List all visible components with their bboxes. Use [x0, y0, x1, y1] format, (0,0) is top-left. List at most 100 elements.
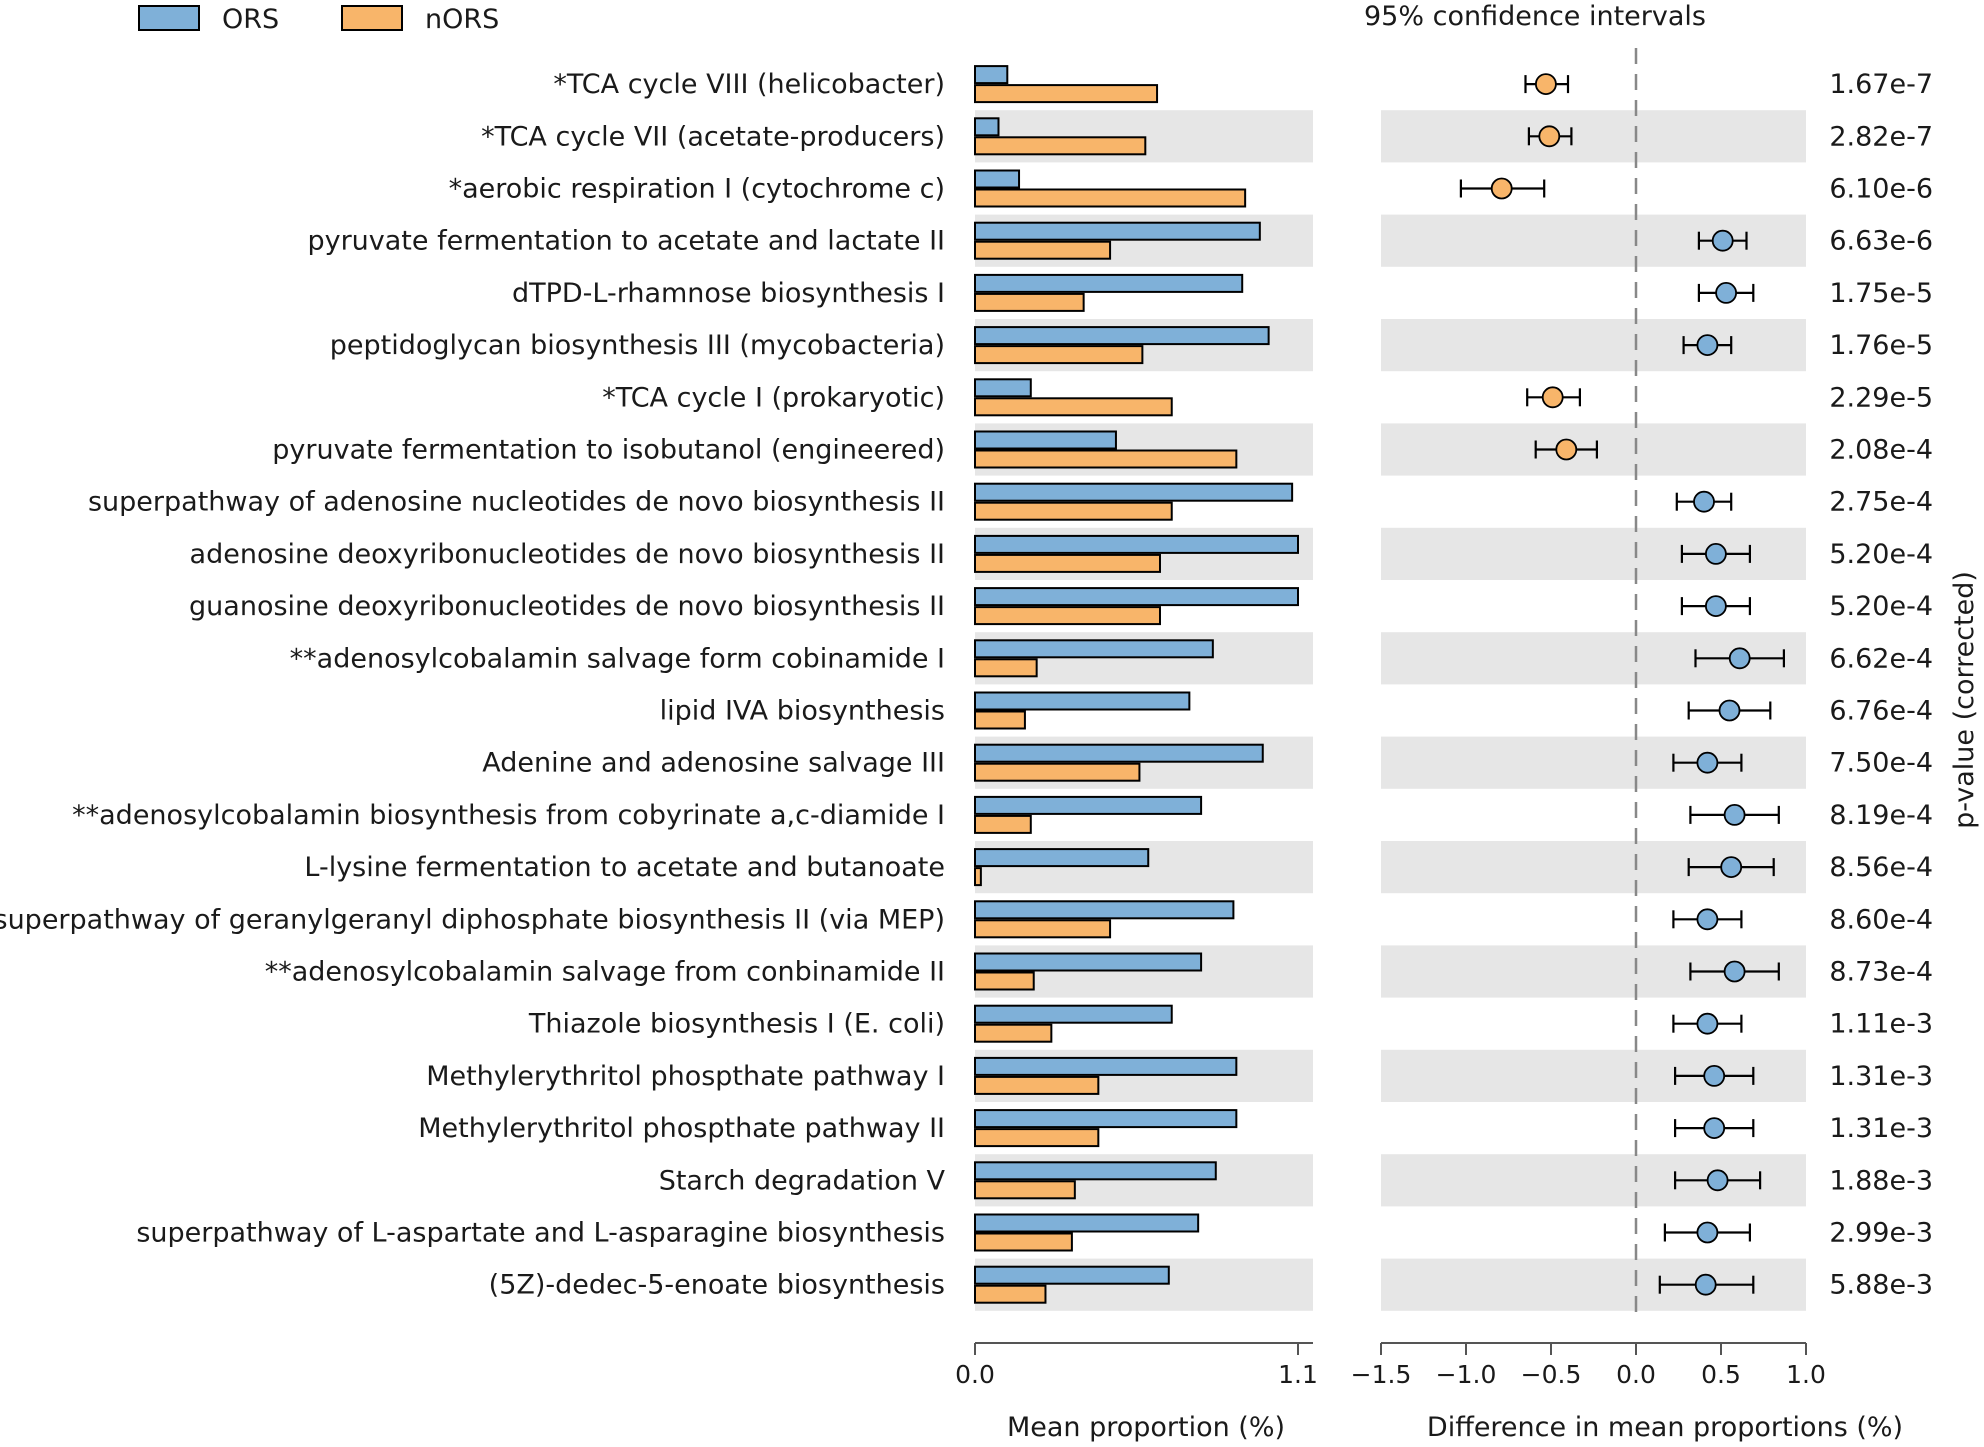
bar-nors [974, 553, 1161, 573]
category-label: Adenine and adenosine salvage III [482, 748, 945, 779]
p-value: 5.20e-4 [1829, 539, 1933, 570]
bar-nors [974, 762, 1141, 782]
right-tick-label: 1.0 [1786, 1360, 1826, 1389]
bar-nors [974, 1075, 1100, 1095]
bar-nors [974, 240, 1112, 260]
bar-nors [974, 397, 1173, 417]
category-label: pyruvate fermentation to acetate and lac… [307, 226, 945, 257]
row-stripe-right [1381, 110, 1806, 163]
category-label: **adenosylcobalamin salvage form cobinam… [290, 643, 945, 674]
legend-label-ors: ORS [222, 4, 279, 35]
left-x-axis-label: Mean proportion (%) [1007, 1412, 1285, 1443]
p-value: 2.82e-7 [1829, 121, 1933, 152]
bar-nors [974, 292, 1085, 312]
ci-mean-point [1538, 125, 1561, 148]
category-label: *TCA cycle I (prokaryotic) [602, 382, 945, 413]
ci-mean-point [1703, 1117, 1726, 1139]
p-value: 1.75e-5 [1829, 278, 1933, 309]
ci-mean-point [1703, 1065, 1726, 1087]
p-value: 5.88e-3 [1829, 1270, 1933, 1301]
ci-mean-point [1706, 1169, 1729, 1192]
category-label: *aerobic respiration I (cytochrome c) [449, 174, 945, 205]
ci-mean-point [1705, 595, 1727, 617]
bar-ors [974, 743, 1264, 763]
bar-nors [974, 1023, 1053, 1043]
left-tick-label: 1.1 [1278, 1360, 1318, 1389]
bar-ors [974, 848, 1150, 868]
bars [974, 65, 1299, 1304]
bar-nors [974, 1128, 1100, 1148]
p-value: 8.56e-4 [1829, 852, 1933, 883]
category-label: superpathway of adenosine nucleotides de… [88, 487, 945, 518]
category-label: adenosine deoxyribonucleotides de novo b… [190, 539, 945, 570]
category-label: guanosine deoxyribonucleotides de novo b… [189, 591, 945, 622]
bar-nors [974, 1232, 1073, 1252]
bar-ors [974, 534, 1299, 554]
bar-ors [974, 169, 1021, 189]
category-labels: *TCA cycle VIII (helicobacter) *TCA cycle… [0, 69, 946, 1301]
bar-ors [974, 65, 1009, 85]
right-tick-label: −1.0 [1436, 1360, 1497, 1389]
legend-label-nors: nORS [425, 4, 499, 35]
ci-mean-point [1693, 490, 1715, 513]
p-value: 1.11e-3 [1829, 1009, 1933, 1040]
right-tick-label: −1.5 [1351, 1360, 1412, 1389]
bar-ors [974, 1161, 1217, 1181]
ci-mean-point [1696, 751, 1719, 774]
bar-nors [974, 136, 1147, 156]
bar-nors [974, 710, 1026, 730]
p-value: 6.76e-4 [1829, 696, 1933, 727]
ci-mean-point [1723, 960, 1746, 983]
right-tick-label: 0.5 [1701, 1360, 1741, 1389]
ci-mean-point [1696, 908, 1719, 931]
bar-ors [974, 326, 1270, 346]
bar-nors [974, 1284, 1047, 1304]
bar-nors [974, 971, 1035, 991]
p-value: 8.73e-4 [1829, 957, 1933, 988]
ci-mean-point [1535, 73, 1557, 95]
category-label: lipid IVA biosynthesis [660, 696, 945, 727]
category-label: **adenosylcobalamin biosynthesis from co… [72, 800, 945, 831]
category-label: Starch degradation V [659, 1165, 946, 1196]
p-values: 1.67e-7 2.82e-7 6.10e-6 6.63e-6 1.75e-5 1.76e… [1829, 69, 1933, 1301]
ci-mean-point [1696, 1221, 1719, 1244]
p-value: 1.31e-3 [1829, 1061, 1933, 1092]
bar-ors [974, 639, 1214, 659]
legend-swatch-nors [341, 5, 403, 31]
bar-nors [974, 867, 982, 887]
category-label: Methylerythritol phospthate pathway I [426, 1061, 945, 1092]
category-label: *TCA cycle VII (acetate-producers) [481, 121, 945, 152]
p-value: 5.20e-4 [1829, 591, 1933, 622]
bar-ors [974, 1109, 1238, 1129]
bar-nors [974, 814, 1032, 834]
category-label: pyruvate fermentation to isobutanol (eng… [272, 435, 945, 466]
bar-ors [974, 1265, 1170, 1285]
category-label: peptidoglycan biosynthesis III (mycobact… [330, 330, 945, 361]
right-x-axis: −1.5 −1.0 −0.5 0.0 0.5 1.0 [1351, 1342, 1826, 1389]
ci-mean-point [1696, 334, 1719, 357]
ci-mean-point [1711, 229, 1734, 252]
bar-nors [974, 501, 1173, 521]
bar-ors [974, 430, 1117, 450]
category-label: Thiazole biosynthesis I (E. coli) [528, 1009, 945, 1040]
p-value: 8.60e-4 [1829, 904, 1933, 935]
p-value: 6.62e-4 [1829, 643, 1933, 674]
category-label: superpathway of L-aspartate and L-aspara… [136, 1218, 945, 1249]
right-tick-label: 0.0 [1616, 1360, 1656, 1389]
bar-nors [974, 345, 1144, 365]
category-label: Methylerythritol phospthate pathway II [418, 1113, 945, 1144]
ci-mean-point [1718, 699, 1741, 722]
bar-ors [974, 117, 1000, 137]
ci-mean-point [1541, 386, 1564, 409]
left-tick-label: 0.0 [955, 1360, 995, 1389]
category-label: dTPD-L-rhamnose biosynthesis I [512, 278, 945, 309]
ci-mean-point [1694, 1273, 1717, 1296]
left-x-axis: 0.0 1.1 [955, 1342, 1318, 1389]
bar-ors [974, 587, 1299, 607]
confidence-intervals [1459, 73, 1786, 1296]
p-value: 1.31e-3 [1829, 1113, 1933, 1144]
ci-mean-point [1705, 543, 1727, 565]
ci-mean-point [1728, 647, 1751, 670]
category-label: superpathway of geranylgeranyl diphospha… [0, 904, 945, 935]
